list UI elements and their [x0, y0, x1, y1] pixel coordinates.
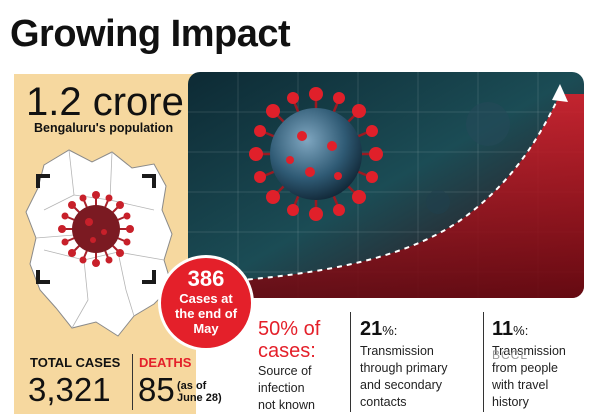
stat-text-line1: Source of	[258, 364, 312, 378]
stat-primary-secondary: 21%: Transmission through primary and se…	[360, 318, 448, 410]
stat-text-line1: Transmission	[492, 344, 566, 358]
divider	[483, 312, 484, 412]
stat-text-line4: history	[492, 395, 529, 409]
total-cases-label: TOTAL CASES	[30, 355, 121, 370]
badge-number: 386	[187, 266, 225, 291]
stat-text-line2: infection	[258, 381, 305, 395]
population-label: Bengaluru's population	[34, 121, 174, 135]
page-title: Growing Impact	[10, 13, 291, 55]
stat-text-line1: Transmission	[360, 344, 434, 358]
stat-text-line2: from people	[492, 361, 559, 375]
stat-text-line2: through primary	[360, 361, 448, 375]
stat-unknown-source: 50% of cases: Source of infection not kn…	[258, 318, 320, 413]
stat-percent: 21%:	[360, 318, 398, 340]
stat-travel-history: 11%: Transmission from people with trave…	[492, 318, 566, 410]
stat-text-line3: not known	[258, 398, 315, 412]
deaths-label: DEATHS	[139, 355, 192, 370]
watermark: BCCL	[492, 348, 529, 362]
deaths-value: 85	[138, 371, 175, 408]
badge-text-line2: the end of	[174, 306, 238, 321]
badge-text-line3: May	[193, 321, 219, 336]
stat-percent-line2: cases:	[258, 340, 316, 362]
stat-text-line3: with travel	[492, 378, 549, 392]
population-value: 1.2 crore	[26, 80, 184, 124]
virus-growth-illustration	[188, 72, 584, 298]
divider	[132, 354, 133, 410]
divider	[350, 312, 351, 412]
bengaluru-map-illustration	[25, 149, 173, 337]
stat-percent: 50% of	[258, 318, 321, 340]
stat-text-line3: and secondary	[360, 378, 443, 392]
total-cases-value: 3,321	[28, 371, 111, 408]
stat-percent: 11%:	[492, 318, 529, 340]
deaths-as-of-note: (as of June 28)	[177, 380, 222, 404]
cases-end-of-may-badge: 386 Cases at the end of May	[158, 255, 254, 351]
badge-text-line1: Cases at	[179, 291, 233, 306]
stat-text-line4: contacts	[360, 395, 407, 409]
